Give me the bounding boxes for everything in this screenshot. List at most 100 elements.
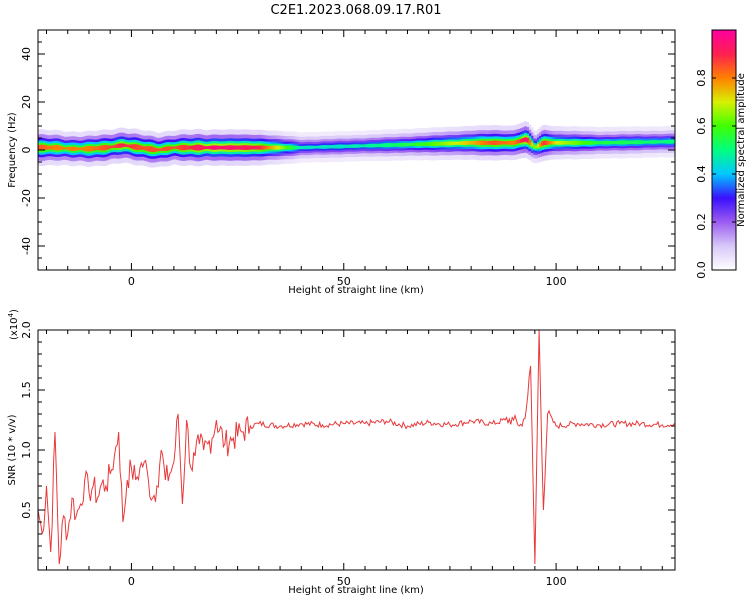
spectrogram-cell xyxy=(246,145,249,150)
x-tick-label: 100 xyxy=(546,275,567,288)
spectrogram-cell xyxy=(260,145,264,150)
spectrogram-cell xyxy=(305,145,309,150)
spectrogram-cell xyxy=(193,145,196,151)
spectrogram-cell xyxy=(407,143,411,147)
spectrogram-cell xyxy=(613,140,617,145)
spectrogram-cell xyxy=(496,140,500,145)
spectrogram-cell xyxy=(509,140,513,145)
spectrogram-ticks: 0 50 100 -40 -20 0 20 40 xyxy=(20,29,675,288)
snr-series-line xyxy=(38,330,675,565)
snr-ylabel: SNR (10 * v/v) xyxy=(7,414,18,485)
spectrogram-cell xyxy=(560,140,564,145)
spectrogram-cell xyxy=(420,142,423,147)
spectrogram-cell xyxy=(294,145,298,150)
spectrogram-cell xyxy=(545,140,549,145)
spectrogram-cell xyxy=(74,146,77,151)
spectrogram-cell xyxy=(114,144,118,148)
spectrogram-cell xyxy=(224,145,228,150)
spectrogram-cell xyxy=(271,145,275,150)
spectrogram-cell xyxy=(401,142,404,147)
spectrogram-cell xyxy=(566,141,570,145)
spectrogram-cell xyxy=(373,143,377,148)
spectrogram-cell xyxy=(630,140,634,145)
spectrogram-cell xyxy=(638,140,642,145)
spectrogram-cell xyxy=(80,147,84,151)
colorbar-gradient xyxy=(711,29,737,271)
x-tick-label: 100 xyxy=(546,575,567,588)
spectrogram-cell xyxy=(513,140,517,145)
spectrogram-cell xyxy=(524,137,527,142)
spectrogram-cell xyxy=(452,141,455,146)
spectrogram-cell xyxy=(146,146,150,152)
y-tick-label: 1.0 xyxy=(20,441,33,459)
spectrogram-cell xyxy=(301,145,305,150)
spectrogram-cell xyxy=(322,145,326,149)
spectrogram-cell xyxy=(326,145,330,149)
spectrogram-cell xyxy=(494,140,498,145)
spectrogram-cell xyxy=(311,145,315,149)
spectrogram-cell xyxy=(649,140,653,144)
colorbar-tick-label: 0.0 xyxy=(695,261,708,279)
spectrogram-cell xyxy=(199,144,203,151)
spectrogram-cell xyxy=(137,144,141,150)
spectrogram-cell xyxy=(473,140,477,145)
spectrogram-cell xyxy=(437,141,440,146)
spectrogram-cell xyxy=(371,143,375,148)
spectrogram-cell xyxy=(462,141,466,145)
colorbar-tick-label: 0.4 xyxy=(695,165,708,183)
spectrogram-heatmap xyxy=(38,121,675,168)
spectrogram-cell xyxy=(600,141,604,145)
spectrogram-cell xyxy=(458,141,462,145)
spectrogram-cell xyxy=(125,144,128,147)
spectrogram-cell xyxy=(568,140,572,145)
spectrogram-cell xyxy=(428,141,432,146)
spectrogram-cell xyxy=(165,146,169,151)
spectrogram-cell xyxy=(105,145,109,150)
spectrogram-cell xyxy=(392,143,396,147)
spectrogram-cell xyxy=(396,143,400,147)
spectrogram-cell xyxy=(564,141,568,145)
spectrogram-cell xyxy=(547,140,551,145)
spectrogram-cell xyxy=(660,140,663,144)
spectrogram-cell xyxy=(275,145,279,150)
x-tick-label: 50 xyxy=(337,275,351,288)
spectrogram-cell xyxy=(556,140,559,145)
spectrogram-cell xyxy=(335,144,338,149)
spectrogram-cell xyxy=(522,138,525,143)
spectrogram-cell xyxy=(405,142,409,147)
spectrogram-cell xyxy=(596,141,600,145)
spectrogram-cell xyxy=(156,148,160,152)
spectrogram-cell xyxy=(471,141,474,145)
spectrogram-cell xyxy=(360,144,364,148)
spectrogram-cell xyxy=(581,141,585,145)
spectrogram-cell xyxy=(195,144,198,151)
spectrogram-cell xyxy=(641,140,644,144)
spectrogram-cell xyxy=(328,145,332,149)
spectrogram-cell xyxy=(290,145,294,150)
spectrogram-cell xyxy=(235,145,239,150)
spectrogram-cell xyxy=(231,145,234,150)
spectrogram-cell xyxy=(632,140,636,145)
spectrogram-cell xyxy=(133,144,137,150)
spectrogram-cell xyxy=(528,140,532,145)
spectrogram-cell xyxy=(558,140,561,145)
spectrogram-cell xyxy=(154,148,158,152)
spectrogram-cell xyxy=(286,145,290,150)
spectrogram-cell xyxy=(299,146,302,150)
spectrogram-cell xyxy=(364,144,368,148)
spectrogram-cell xyxy=(182,144,186,151)
spectrogram-cell xyxy=(173,146,177,149)
spectrogram-cell xyxy=(398,142,402,147)
snr-xlabel: Height of straight line (km) xyxy=(288,585,424,596)
spectrogram-cell xyxy=(254,145,258,150)
spectrogram-cell xyxy=(48,145,52,150)
spectrogram-cell xyxy=(505,141,508,145)
spectrogram-cell xyxy=(621,140,625,145)
spectrogram-cell xyxy=(590,140,593,145)
spectrogram-cell xyxy=(54,145,58,151)
spectrogram-cell xyxy=(418,142,421,147)
spectrogram-cell xyxy=(503,141,506,145)
spectrogram-cell xyxy=(297,145,300,150)
snr-multiplier: (x104) xyxy=(7,309,20,340)
spectrogram-cell xyxy=(475,140,479,145)
